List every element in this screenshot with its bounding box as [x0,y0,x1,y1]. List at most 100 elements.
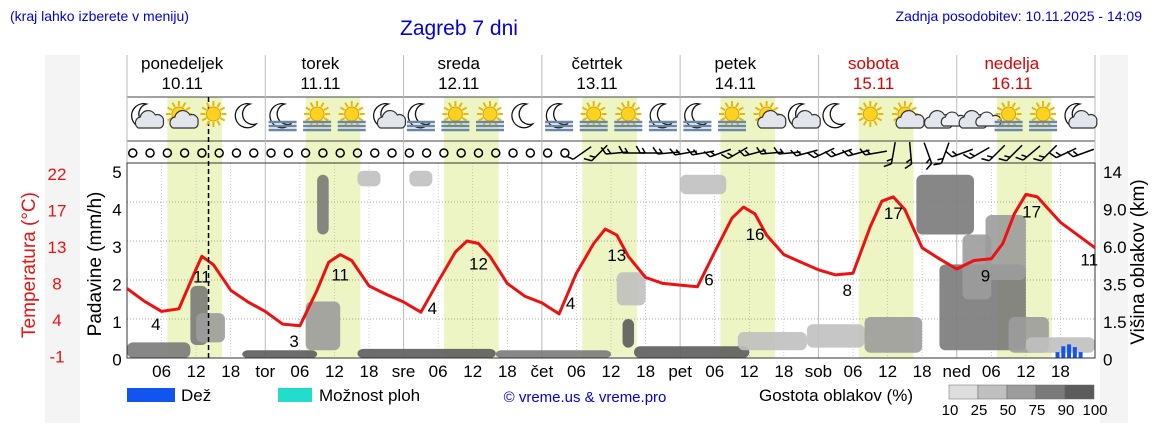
cloud-density-step: 50 [1000,402,1017,419]
x-tick-label: 06 [152,362,171,381]
temperature-label: 11 [193,267,211,286]
calm-wind-icon [300,148,311,158]
cloud-blob [622,319,635,348]
cloud-blob [357,170,381,187]
cloud-density-swatch [1035,384,1066,400]
x-tick-label: 06 [982,362,1001,381]
x-tick-label: 06 [290,362,309,381]
cloud-blob [939,264,1026,351]
x-tick-label: sob [805,362,832,381]
x-tick-label: 12 [602,362,621,381]
precip-tick: 5 [112,163,121,182]
temperature-label: 17 [884,204,903,223]
wind-barb-icon [652,146,680,155]
sun-fog-icon [441,101,470,132]
precip-tick: 3 [112,238,121,257]
cloud-density-step: 25 [971,402,988,419]
day-name: četrtek [571,54,623,73]
x-tick-label: tor [255,362,275,381]
wind-barb-icon [998,144,1023,162]
moon-fog-icon [683,103,712,132]
shower-legend-label: Možnost ploh [319,386,420,405]
cloud-density-swatch [948,384,979,400]
calm-wind-icon [473,148,484,158]
temperature-label: 4 [566,294,575,313]
calm-wind-icon [231,148,242,158]
temperature-label: 3 [289,332,298,351]
calm-wind-icon [370,148,380,158]
last-updated: Zadnja posodobitev: 10.11.2025 - 14:09 [895,8,1142,24]
temperature-label: 11 [331,266,349,285]
wind-barb-icon [669,148,697,156]
cloud-height-tick: 3.5 [1103,276,1127,295]
temperature-tick: 8 [52,275,61,294]
temperature-label: 8 [843,281,852,300]
day-date: 16.11 [991,74,1032,93]
moon-icon [234,103,259,129]
calm-wind-icon [128,148,138,158]
cloud-density-swatch [1006,384,1037,400]
moon-fog-icon [545,103,574,132]
calm-wind-icon [249,148,259,158]
temperature-tick: 13 [48,238,67,257]
calm-wind-icon [560,148,570,158]
calm-wind-icon [404,148,415,158]
temperature-label: 6 [704,271,713,290]
wind-barb-icon [824,148,853,158]
temperature-label: 4 [151,315,160,334]
rain-legend-label: Dež [181,386,211,405]
calm-wind-icon [197,148,207,158]
precip-bar [1072,347,1077,358]
cloud-blob [317,174,329,235]
cloud-height-tick: 6.0 [1103,238,1127,257]
temperature-tick: -1 [49,348,64,367]
left-margin [45,55,80,423]
cloud-density-swatch [1064,384,1095,400]
calm-wind-icon [421,148,432,158]
x-tick-label: 12 [1016,362,1035,381]
cloud-blob [242,350,318,358]
x-tick-label: 06 [429,362,448,381]
location-hint[interactable]: (kraj lahko izberete v meniju) [10,8,189,24]
wind-barb-icon [635,145,663,154]
x-tick-label: 18 [636,362,655,381]
calm-wind-icon [456,148,466,158]
x-tick-label: 12 [878,362,897,381]
x-tick-label: 18 [774,362,793,381]
x-tick-label: 06 [705,362,724,381]
temperature-line [126,192,1096,328]
cloud-blob [806,324,865,348]
cloud-blob [916,174,974,235]
day-date: 15.11 [853,74,894,93]
moon-cloud-icon [373,103,407,129]
cloud-height-tick: 9.0 [1103,201,1127,220]
wind-barb-icon [807,147,835,159]
moon-fog-icon [406,103,435,132]
x-tick-label: 06 [844,362,863,381]
day-date: 11.11 [300,74,340,93]
wind-barb-icon [904,141,913,170]
cloud-blob [357,348,496,358]
moon-icon [511,103,535,129]
cloud-density-step: 100 [1082,402,1107,419]
moon-fog-icon [268,103,297,132]
x-tick-label: 18 [1051,362,1070,381]
cloud-blob [196,313,225,343]
cloud-blob [495,350,611,358]
day-date: 13.11 [576,74,617,93]
rain-legend-swatch [127,388,175,402]
x-tick-label: sre [392,362,416,381]
temperature-tick: 4 [52,311,61,330]
precip-axis-title: Padavine (mm/h) [85,192,106,337]
calm-wind-icon [318,148,328,158]
temperature-label: 11 [1080,251,1098,270]
wind-barb-icon [1066,148,1095,158]
cloud-blob [962,234,992,300]
cloud-blob [864,317,923,353]
credit-link: © vreme.us & vreme.pro [504,389,667,406]
temperature-label: 17 [1022,203,1041,222]
cloud-blob [1025,337,1095,353]
day-name: torek [302,54,340,73]
cloud-blob [680,174,727,195]
cloud-height-tick: 1.5 [1103,313,1127,332]
